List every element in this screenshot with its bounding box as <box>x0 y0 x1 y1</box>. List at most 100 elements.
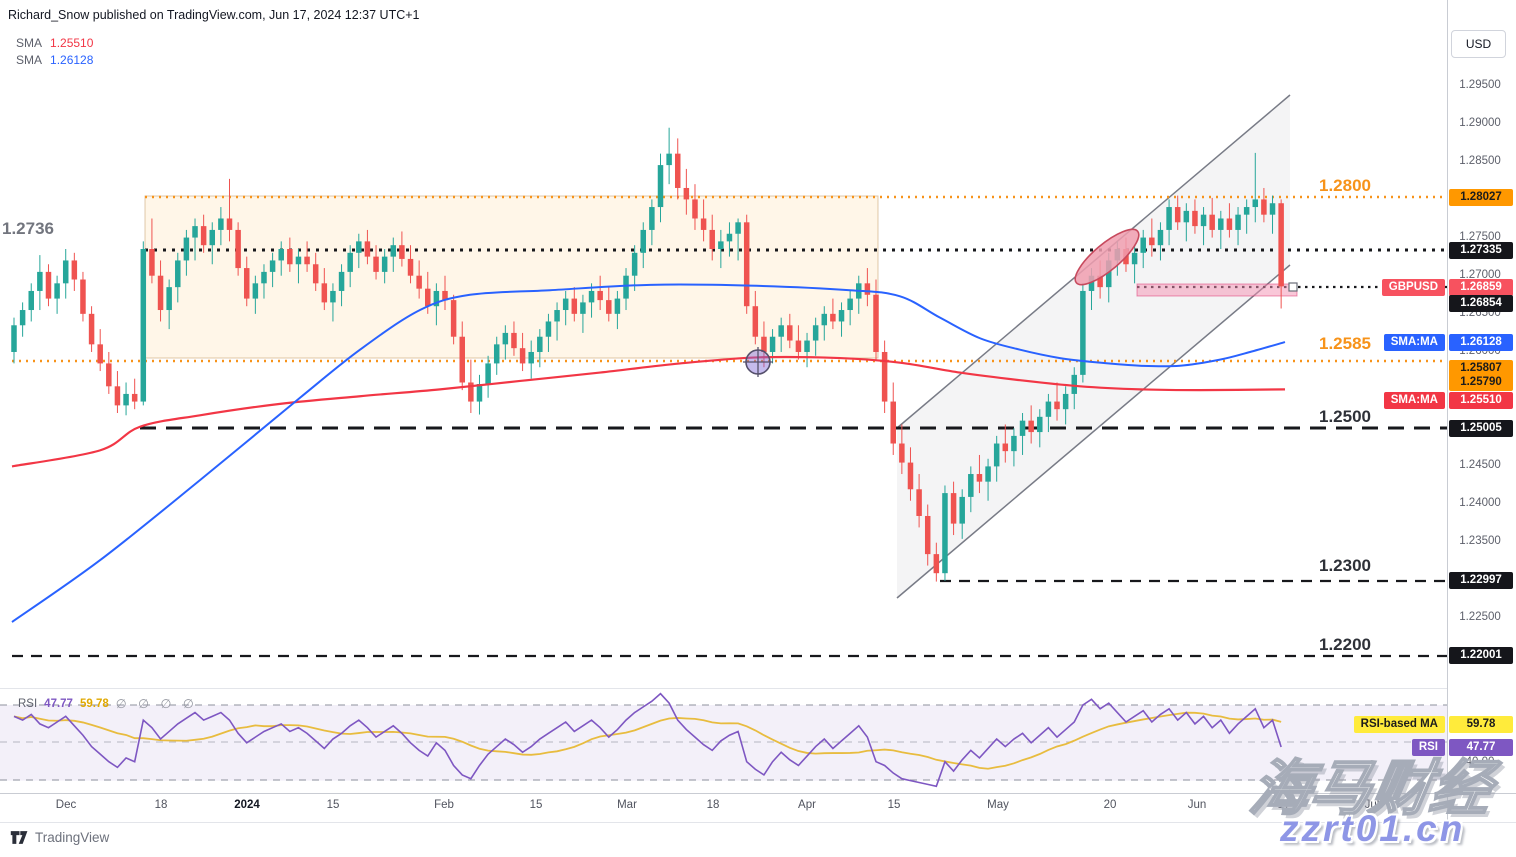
candle-body <box>28 290 34 311</box>
price-axis-tick: 1.29500 <box>1459 79 1501 91</box>
price-axis-badge: 1.26859 <box>1449 278 1513 296</box>
price-axis-tick: 1.27500 <box>1459 231 1501 243</box>
candle-body <box>416 275 422 289</box>
candle-body <box>1218 218 1224 230</box>
price-axis-badge: 1.27335 <box>1449 241 1513 259</box>
candle-body <box>1131 252 1138 265</box>
tradingview-logo-text: TradingView <box>35 830 110 845</box>
candle-body <box>149 249 155 276</box>
candle-body <box>252 283 259 299</box>
rsi-legend[interactable]: RSI 47.77 59.78 ∅ ∅ ∅ ∅ <box>18 696 198 711</box>
candle-body <box>37 271 43 291</box>
candle-body <box>347 252 353 272</box>
candle-body <box>459 336 465 383</box>
candle-body <box>114 386 121 406</box>
time-axis-label: 2024 <box>234 799 260 811</box>
candle-body <box>373 256 379 272</box>
candle-body <box>1243 207 1250 215</box>
candle-body <box>743 222 750 307</box>
price-annotation-label: 1.2736 <box>2 219 54 238</box>
candle-body <box>899 443 905 463</box>
candle-body <box>261 271 267 284</box>
price-axis-badge: 1.22001 <box>1449 646 1513 664</box>
candle-body <box>1071 374 1078 394</box>
candle-body <box>356 241 362 253</box>
axis-tag-sma-ma: SMA:MA <box>1383 391 1445 409</box>
sma-fast-legend-row[interactable]: SMA 1.25510 <box>16 34 93 51</box>
candle-body <box>657 165 664 208</box>
candle-body <box>1105 260 1112 288</box>
candle-body <box>942 493 948 574</box>
candle-body <box>1140 237 1146 253</box>
candle-body <box>425 288 431 307</box>
candle-body <box>269 260 276 272</box>
candle-body <box>1028 420 1034 433</box>
candle-body <box>916 489 922 516</box>
candle-body <box>631 252 638 276</box>
candle-body <box>338 271 345 291</box>
candle-body <box>1252 199 1259 208</box>
currency-toggle-button[interactable]: USD <box>1451 30 1506 58</box>
candle-body <box>183 237 190 261</box>
candle-body <box>873 294 879 352</box>
candle-body <box>683 187 690 200</box>
candle-body <box>485 363 491 385</box>
price-annotation-label: 1.2800 <box>1319 176 1371 195</box>
candle-body <box>235 229 241 269</box>
candle-body <box>468 382 474 402</box>
candle-body <box>580 302 586 314</box>
candle-body <box>1037 416 1043 433</box>
pink-zone-annotation <box>1136 283 1298 297</box>
time-axis-label: Mar <box>617 799 637 811</box>
candle-body <box>62 260 69 284</box>
price-annotation-label: 1.2500 <box>1319 407 1371 426</box>
price-axis-tick: 1.27000 <box>1459 269 1501 281</box>
time-axis-label: 20 <box>1103 799 1117 811</box>
candle-body <box>19 310 26 326</box>
candle-body <box>1062 393 1069 410</box>
candle-body <box>847 298 853 311</box>
candle-body <box>166 287 172 311</box>
candle-body <box>123 393 129 406</box>
candle-body <box>88 313 95 345</box>
candle-body <box>442 290 448 301</box>
candle-body <box>950 493 957 524</box>
candle-body <box>709 229 715 250</box>
candle-body <box>606 300 612 314</box>
candle-body <box>959 496 965 524</box>
candle-body <box>157 275 164 311</box>
sma-slow-legend-row[interactable]: SMA 1.26128 <box>16 51 93 68</box>
sma-slow-value: 1.26128 <box>50 52 94 67</box>
candle-body <box>571 298 578 314</box>
candle-body <box>45 271 52 299</box>
ellipse-annotation <box>1074 228 1140 286</box>
sma-fast-line <box>11 355 1286 468</box>
price-axis-badge: 1.26854 <box>1449 294 1513 312</box>
candle-body <box>390 245 397 257</box>
candle-body <box>976 474 983 482</box>
candle-body <box>71 260 78 280</box>
candle-body <box>1192 210 1198 227</box>
candle-body <box>674 153 681 188</box>
candle-body <box>1011 435 1017 452</box>
tradingview-logo[interactable]: TradingView <box>10 829 109 846</box>
price-axis-badge: 59.78 <box>1449 715 1513 733</box>
candle-body <box>640 229 647 253</box>
channel-lower-line <box>896 264 1291 599</box>
candle-body <box>1054 401 1060 410</box>
price-axis-badge: 1.25807 <box>1449 359 1513 377</box>
candle-body <box>131 393 138 402</box>
price-axis-separator <box>1447 0 1448 822</box>
candle-body <box>700 218 707 230</box>
candle-body <box>933 554 940 574</box>
candle-body <box>287 249 293 265</box>
axis-tag-gbpusd: GBPUSD <box>1381 278 1445 296</box>
line-drag-handle <box>1288 282 1298 292</box>
candle-body <box>838 310 845 322</box>
candle-body <box>985 466 991 482</box>
candle-body <box>433 290 440 307</box>
candle-body <box>330 290 336 303</box>
candle-body <box>364 241 371 257</box>
price-axis-tick: 1.29000 <box>1459 117 1501 129</box>
candle-body <box>399 245 405 259</box>
